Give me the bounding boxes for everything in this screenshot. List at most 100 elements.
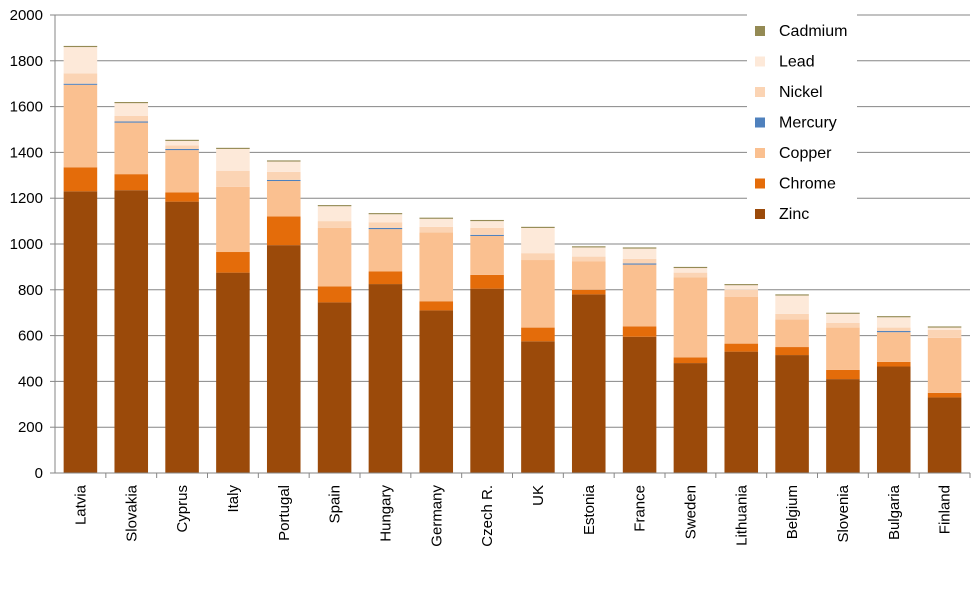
bar-segment-nickel — [368, 222, 403, 228]
bar-segment-chrome — [368, 271, 403, 285]
bar-segment-zinc — [470, 288, 504, 473]
y-tick-label: 1200 — [10, 190, 43, 207]
y-tick-label: 1800 — [10, 53, 43, 70]
bar-segment-zinc — [876, 366, 911, 473]
bar-segment-lead — [622, 248, 657, 259]
bar-segment-cadmium — [470, 219, 504, 222]
bar-segment-zinc — [216, 272, 250, 473]
category-label: Finland — [937, 485, 954, 534]
y-tick-label: 2000 — [10, 7, 43, 24]
bar-segment-zinc — [266, 245, 301, 473]
bar-segment-cadmium — [826, 312, 860, 314]
bar-segment-chrome — [114, 174, 149, 191]
bar-segment-zinc — [927, 397, 962, 473]
bar-segment-cadmium — [368, 213, 403, 215]
legend-swatch-mercury — [755, 117, 765, 128]
bar-segment-zinc — [368, 284, 403, 473]
legend-label-lead: Lead — [779, 54, 815, 71]
bar-segment-copper — [266, 181, 301, 217]
x-axis: Latvia Slovakia Cyprus Italy Portugal Spain Hu… — [55, 472, 971, 547]
bar-segment-nickel — [317, 221, 352, 228]
bar-segment-zinc — [419, 310, 454, 473]
bar-segment-cadmium — [521, 226, 555, 228]
bar-segment-lead — [165, 140, 199, 146]
bar-segment-cadmium — [114, 102, 149, 104]
bar-segment-copper — [63, 84, 98, 168]
category-label: Estonia — [581, 484, 598, 535]
legend-label-chrome: Chrome — [779, 176, 836, 193]
bar-segment-lead — [216, 148, 250, 171]
legend-label-zinc: Zinc — [779, 206, 809, 223]
category-label: Spain — [327, 485, 344, 523]
bar-segment-zinc — [521, 341, 555, 473]
legend-swatch-zinc — [755, 209, 765, 219]
bar-segment-nickel — [927, 329, 962, 338]
bar-segment-nickel — [63, 73, 98, 84]
bar-segment-mercury — [368, 227, 403, 230]
bar-segment-lead — [266, 161, 301, 172]
bar-segment-copper — [216, 186, 250, 253]
bar-segment-lead — [775, 295, 809, 314]
bar-segment-zinc — [63, 191, 98, 473]
legend-label-nickel: Nickel — [779, 84, 823, 101]
bar-segment-nickel — [571, 256, 606, 262]
bar-segment-nickel — [876, 327, 911, 332]
bar-segment-cadmium — [571, 246, 606, 248]
y-tick-label: 200 — [18, 419, 43, 436]
legend-background — [747, 14, 857, 234]
bar-segment-copper — [673, 277, 708, 358]
category-label: Czech R. — [479, 485, 496, 547]
bar-segment-lead — [826, 313, 860, 324]
category-label: Sweden — [682, 485, 699, 539]
bar-segment-chrome — [470, 274, 504, 289]
category-label: Belgium — [784, 485, 801, 539]
bar-segment-mercury — [470, 234, 504, 236]
bar-segment-lead — [927, 327, 962, 330]
y-axis: 0 200 400 600 800 1000 1200 1400 1600 1800 2000 — [10, 7, 56, 482]
bar-segment-copper — [724, 296, 759, 344]
bar-segment-lead — [368, 214, 403, 223]
bar-segment-chrome — [826, 369, 860, 380]
bar-segment-lead — [63, 47, 98, 74]
bar-segment-copper — [521, 260, 555, 328]
category-label: Lithuania — [733, 484, 750, 546]
bar-segment-nickel — [470, 227, 504, 235]
bar-segment-copper — [826, 327, 860, 370]
category-label: UK — [530, 485, 547, 506]
category-label: Italy — [225, 485, 242, 513]
bar-segment-copper — [419, 232, 454, 302]
bar-segment-chrome — [63, 167, 98, 192]
y-tick-label: 0 — [35, 465, 43, 482]
bar-segment-cadmium — [622, 247, 657, 249]
bar-segment-chrome — [216, 252, 250, 273]
bar-segment-cadmium — [419, 217, 454, 219]
bar-segment-copper — [470, 235, 504, 275]
bar-segment-cadmium — [775, 294, 809, 296]
legend-swatch-nickel — [755, 87, 765, 97]
y-tick-label: 1000 — [10, 236, 43, 253]
bar-segment-lead — [317, 206, 352, 222]
category-label: Germany — [428, 485, 445, 547]
category-label: Cyprus — [174, 485, 191, 533]
bar-segment-chrome — [927, 392, 962, 398]
bar-segment-copper — [317, 227, 352, 287]
bar-segment-chrome — [521, 327, 555, 342]
bar-segment-zinc — [826, 379, 860, 473]
bar-segment-cadmium — [216, 147, 250, 149]
bar-segment-chrome — [419, 301, 454, 311]
y-tick-label: 1400 — [10, 144, 43, 161]
bar-segment-mercury — [622, 263, 657, 265]
bar-segment-nickel — [775, 313, 809, 320]
bar-segment-lead — [521, 227, 555, 254]
bar-segment-zinc — [775, 355, 809, 473]
bar-segment-chrome — [775, 347, 809, 356]
bar-segment-lead — [571, 247, 606, 257]
category-label: France — [632, 485, 649, 532]
bar-segment-lead — [724, 285, 759, 290]
legend-swatch-cadmium — [755, 26, 765, 36]
bar-segment-cadmium — [63, 45, 98, 48]
bar-segment-zinc — [165, 201, 199, 473]
legend-label-cadmium: Cadmium — [779, 23, 847, 40]
bar-segment-mercury — [114, 121, 149, 123]
